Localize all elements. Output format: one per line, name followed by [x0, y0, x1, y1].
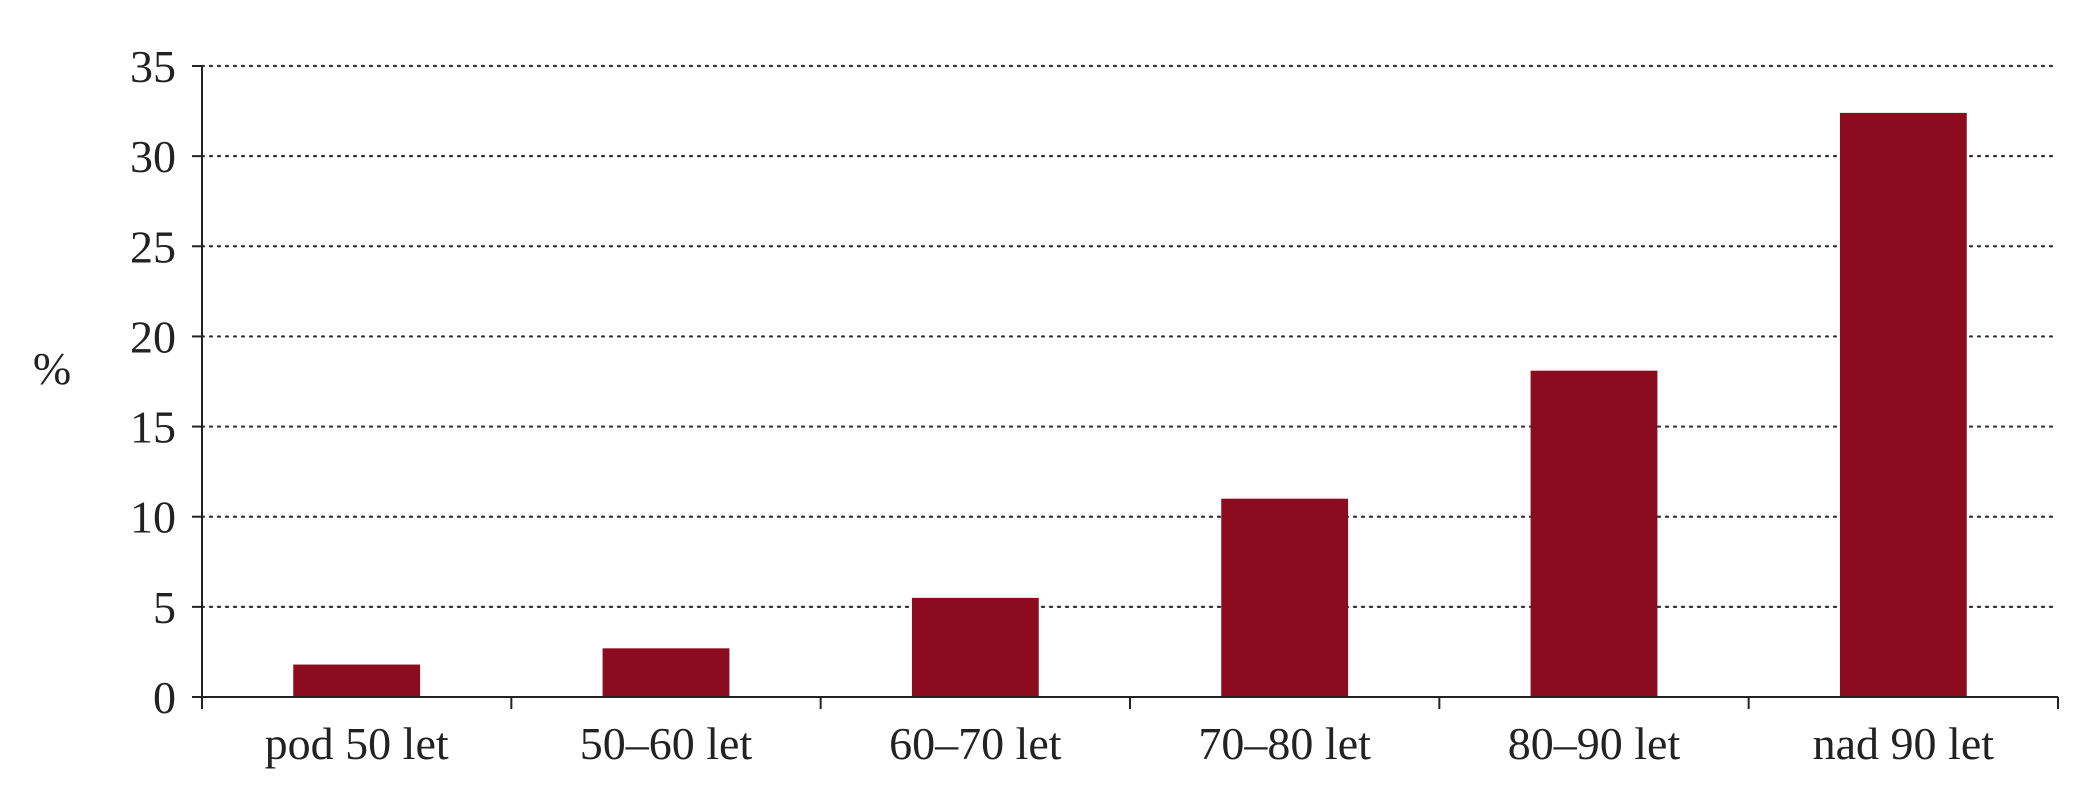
y-tick-label: 20 — [130, 311, 176, 362]
y-tick-labels: 0 5 10 15 20 25 30 35 — [130, 41, 176, 723]
x-tick-label: 70–80 let — [1198, 718, 1371, 769]
y-tick-label: 0 — [153, 672, 176, 723]
x-tick-label: nad 90 let — [1813, 718, 1995, 769]
x-tick-label: pod 50 let — [265, 718, 449, 769]
x-tick-label: 60–70 let — [889, 718, 1062, 769]
x-tick-label: 50–60 let — [580, 718, 753, 769]
bar — [1221, 498, 1349, 697]
y-tick-label: 10 — [130, 492, 176, 543]
axes — [192, 65, 2059, 709]
bars — [293, 112, 1967, 698]
grid-lines — [200, 64, 2060, 608]
bar — [602, 648, 730, 697]
x-tick-labels: pod 50 let 50–60 let 60–70 let 70–80 let 80–… — [265, 718, 1995, 769]
y-tick-label: 35 — [130, 41, 176, 92]
x-tick-label: 80–90 let — [1508, 718, 1681, 769]
y-tick-label: 25 — [130, 221, 176, 272]
bar — [1839, 112, 1967, 698]
bar — [1530, 370, 1658, 697]
y-tick-label: 30 — [130, 131, 176, 182]
y-axis-label: % — [33, 343, 71, 394]
y-tick-label: 15 — [130, 402, 176, 453]
bar — [293, 664, 421, 697]
y-tick-label: 5 — [153, 582, 176, 633]
bar — [911, 597, 1039, 697]
